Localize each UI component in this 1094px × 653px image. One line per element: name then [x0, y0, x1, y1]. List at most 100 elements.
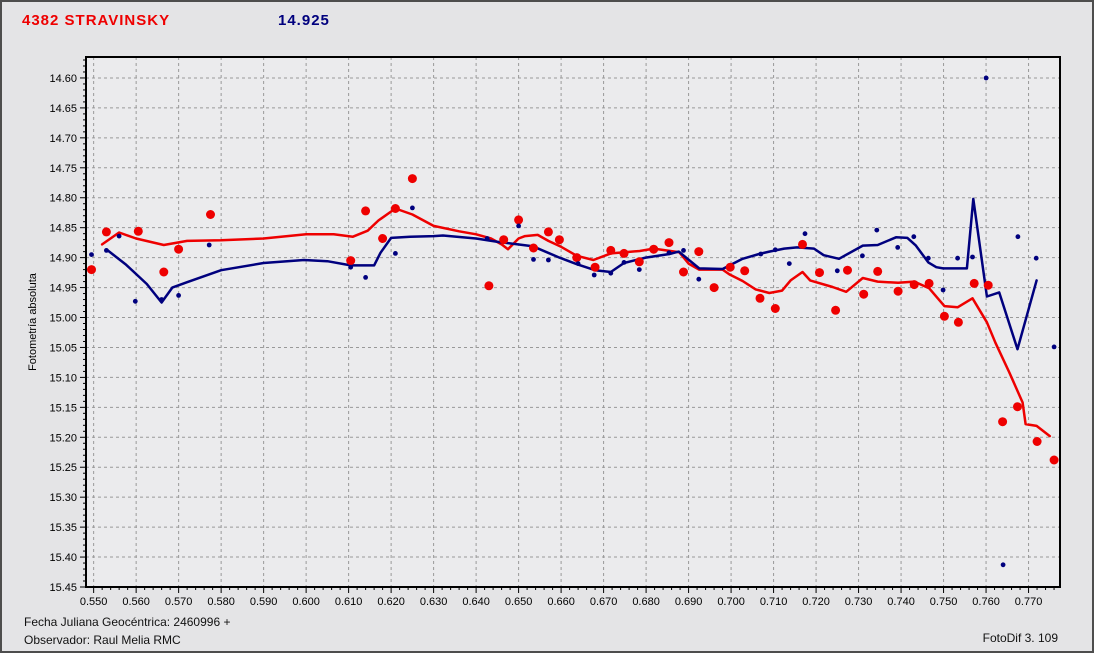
- target-measurements-marker: [679, 267, 688, 277]
- target-measurements-marker: [770, 304, 780, 313]
- plot-background: [86, 57, 1060, 587]
- target-measurements-marker: [755, 293, 765, 303]
- target-measurements-marker: [206, 210, 215, 219]
- target-measurements-marker: [983, 280, 993, 290]
- x-tick-label: 0.560: [122, 596, 150, 608]
- x-tick-label: 0.690: [675, 596, 703, 608]
- comparison-measurements-marker: [575, 261, 581, 266]
- x-tick-label: 0.630: [420, 596, 448, 608]
- comparison-measurements-marker: [940, 287, 946, 293]
- target-measurements-marker: [815, 268, 824, 278]
- x-tick-label: 0.720: [802, 596, 830, 608]
- x-tick-label: 0.570: [165, 596, 193, 608]
- comparison-measurements-marker: [621, 260, 627, 265]
- target-measurements-marker: [619, 248, 629, 258]
- target-measurements-marker: [798, 239, 807, 249]
- observer-label: Observador: Raul Melia RMC: [24, 633, 181, 647]
- x-tick-label: 0.740: [887, 596, 915, 608]
- x-tick-label: 0.640: [462, 596, 490, 608]
- x-tick-label: 0.660: [547, 596, 575, 608]
- target-measurements-marker: [529, 243, 538, 253]
- y-tick-label: 14.60: [49, 73, 77, 85]
- comparison-measurements-marker: [911, 234, 917, 240]
- comparison-measurements-marker: [132, 298, 138, 304]
- app-version-label: FotoDif 3. 109: [982, 631, 1058, 645]
- object-title: 4382 STRAVINSKY: [22, 12, 171, 29]
- target-measurements-marker: [361, 206, 371, 216]
- target-measurements-marker: [484, 281, 494, 291]
- target-measurements-marker: [939, 311, 949, 321]
- target-measurements-marker: [159, 267, 169, 277]
- y-tick-label: 15.40: [49, 552, 77, 564]
- x-tick-label: 0.680: [632, 596, 660, 608]
- y-tick-label: 15.20: [49, 432, 77, 444]
- light-curve-chart: 0.550 0.560 0.570 0.580 0.590 0.600 0.610 0.620…: [2, 2, 1092, 614]
- y-tick-label: 14.95: [49, 283, 77, 295]
- y-tick-label: 15.05: [49, 342, 77, 354]
- x-tick-label: 0.590: [250, 596, 278, 608]
- comparison-measurements-marker: [758, 251, 764, 257]
- comparison-measurements-marker: [983, 75, 989, 81]
- comparison-measurements-marker: [206, 242, 212, 248]
- target-measurements-marker: [969, 278, 979, 288]
- comparison-measurements-marker: [484, 236, 490, 241]
- y-tick-label: 15.35: [49, 522, 77, 534]
- target-measurements-marker: [514, 215, 524, 225]
- comparison-measurements-marker: [1000, 562, 1006, 568]
- comparison-measurements-marker: [681, 248, 686, 253]
- comparison-smoothed-line: [106, 197, 1038, 351]
- mean-magnitude-value: 14.925: [278, 12, 330, 29]
- x-tick-label: 0.620: [377, 596, 405, 608]
- y-tick-label: 14.70: [49, 133, 77, 145]
- y-tick-label: 14.85: [49, 223, 77, 235]
- y-tick-label: 14.75: [49, 163, 77, 175]
- target-measurements-marker: [725, 262, 735, 272]
- y-axis-title: Fotometría absoluta: [27, 272, 39, 371]
- comparison-measurements-marker: [895, 245, 901, 250]
- comparison-measurements-marker: [348, 264, 354, 270]
- target-measurements-marker: [873, 266, 883, 276]
- comparison-measurements-marker: [608, 270, 614, 276]
- target-measurements-marker: [407, 174, 417, 184]
- comparison-measurements-marker: [104, 248, 109, 253]
- target-measurements-marker: [87, 265, 96, 275]
- y-tick-label: 15.45: [49, 582, 77, 594]
- y-tick-label: 14.65: [49, 103, 77, 115]
- x-tick-label: 0.600: [292, 596, 320, 608]
- comparison-measurements-marker: [176, 293, 182, 298]
- target-measurements-marker: [740, 266, 750, 276]
- plot-canvas: 0.550 0.560 0.570 0.580 0.590 0.600 0.610 0.620…: [27, 56, 1061, 608]
- target-measurements-marker: [998, 417, 1008, 427]
- comparison-measurements-marker: [1033, 255, 1039, 261]
- target-measurements-marker: [831, 305, 841, 315]
- x-tick-label: 0.580: [207, 596, 235, 608]
- x-tick-label: 0.550: [80, 596, 108, 608]
- x-tick-label: 0.670: [590, 596, 618, 608]
- y-tick-label: 15.00: [49, 313, 77, 325]
- comparison-measurements-marker: [516, 223, 521, 229]
- comparison-measurements-marker: [860, 253, 865, 259]
- comparison-measurements-marker: [159, 297, 165, 302]
- x-tick-label: 0.750: [930, 596, 958, 608]
- y-tick-label: 14.80: [49, 193, 77, 205]
- y-tick-label: 15.30: [49, 492, 77, 504]
- comparison-measurements-marker: [696, 276, 702, 282]
- plot-frame: [85, 56, 1061, 588]
- comparison-measurements-marker: [546, 257, 551, 263]
- comparison-measurements-marker: [591, 272, 597, 278]
- comparison-measurements-marker: [531, 257, 536, 262]
- comparison-measurements-marker: [1051, 344, 1057, 350]
- target-measurements-marker: [346, 256, 356, 266]
- comparison-measurements-marker: [89, 252, 94, 257]
- x-tick-label: 0.710: [760, 596, 788, 608]
- target-measurements-marker: [606, 245, 616, 255]
- y-tick-label: 15.25: [49, 462, 77, 474]
- target-measurements-marker: [893, 286, 903, 296]
- comparison-measurements-marker: [393, 251, 398, 256]
- y-tick-label: 15.15: [49, 402, 77, 414]
- comparison-measurements-marker: [410, 205, 415, 211]
- target-measurements-marker: [554, 235, 564, 245]
- comparison-measurements-marker: [666, 250, 672, 256]
- target-measurements-marker: [649, 244, 659, 254]
